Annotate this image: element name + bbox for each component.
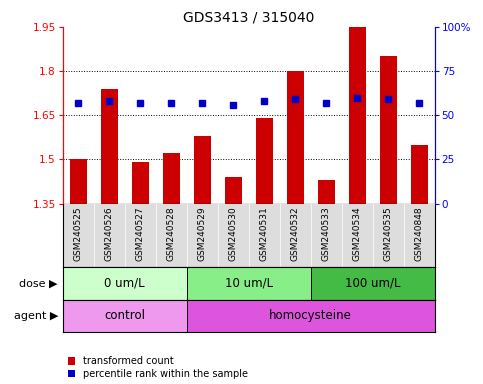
Bar xyxy=(63,300,187,332)
Text: GSM240532: GSM240532 xyxy=(291,207,300,262)
Text: agent ▶: agent ▶ xyxy=(14,311,58,321)
Text: 0 um/L: 0 um/L xyxy=(104,277,145,290)
Text: GSM240526: GSM240526 xyxy=(105,207,114,262)
Title: GDS3413 / 315040: GDS3413 / 315040 xyxy=(183,10,314,24)
Bar xyxy=(187,300,435,332)
Text: 10 um/L: 10 um/L xyxy=(225,277,273,290)
Text: GSM240535: GSM240535 xyxy=(384,207,393,262)
Bar xyxy=(225,177,242,204)
Bar xyxy=(256,118,273,204)
Text: 100 um/L: 100 um/L xyxy=(345,277,400,290)
Text: GSM240527: GSM240527 xyxy=(136,207,145,262)
Text: GSM240525: GSM240525 xyxy=(74,207,83,262)
Text: dose ▶: dose ▶ xyxy=(19,278,58,288)
Text: homocysteine: homocysteine xyxy=(270,310,352,322)
Text: GSM240531: GSM240531 xyxy=(260,207,269,262)
Legend: transformed count, percentile rank within the sample: transformed count, percentile rank withi… xyxy=(68,356,248,379)
Bar xyxy=(194,136,211,204)
Bar xyxy=(287,71,304,204)
Bar xyxy=(187,267,311,300)
Bar xyxy=(411,145,428,204)
Bar xyxy=(63,267,187,300)
Text: GSM240534: GSM240534 xyxy=(353,207,362,262)
Bar xyxy=(132,162,149,204)
Bar xyxy=(380,56,397,204)
Text: GSM240533: GSM240533 xyxy=(322,207,331,262)
Bar xyxy=(70,159,87,204)
Bar xyxy=(318,180,335,204)
Text: control: control xyxy=(104,310,145,322)
Bar xyxy=(311,267,435,300)
Bar xyxy=(349,27,366,204)
Text: GSM240848: GSM240848 xyxy=(415,207,424,262)
Text: GSM240528: GSM240528 xyxy=(167,207,176,262)
Bar xyxy=(101,89,118,204)
Text: GSM240529: GSM240529 xyxy=(198,207,207,262)
Bar xyxy=(163,154,180,204)
Text: GSM240530: GSM240530 xyxy=(229,207,238,262)
